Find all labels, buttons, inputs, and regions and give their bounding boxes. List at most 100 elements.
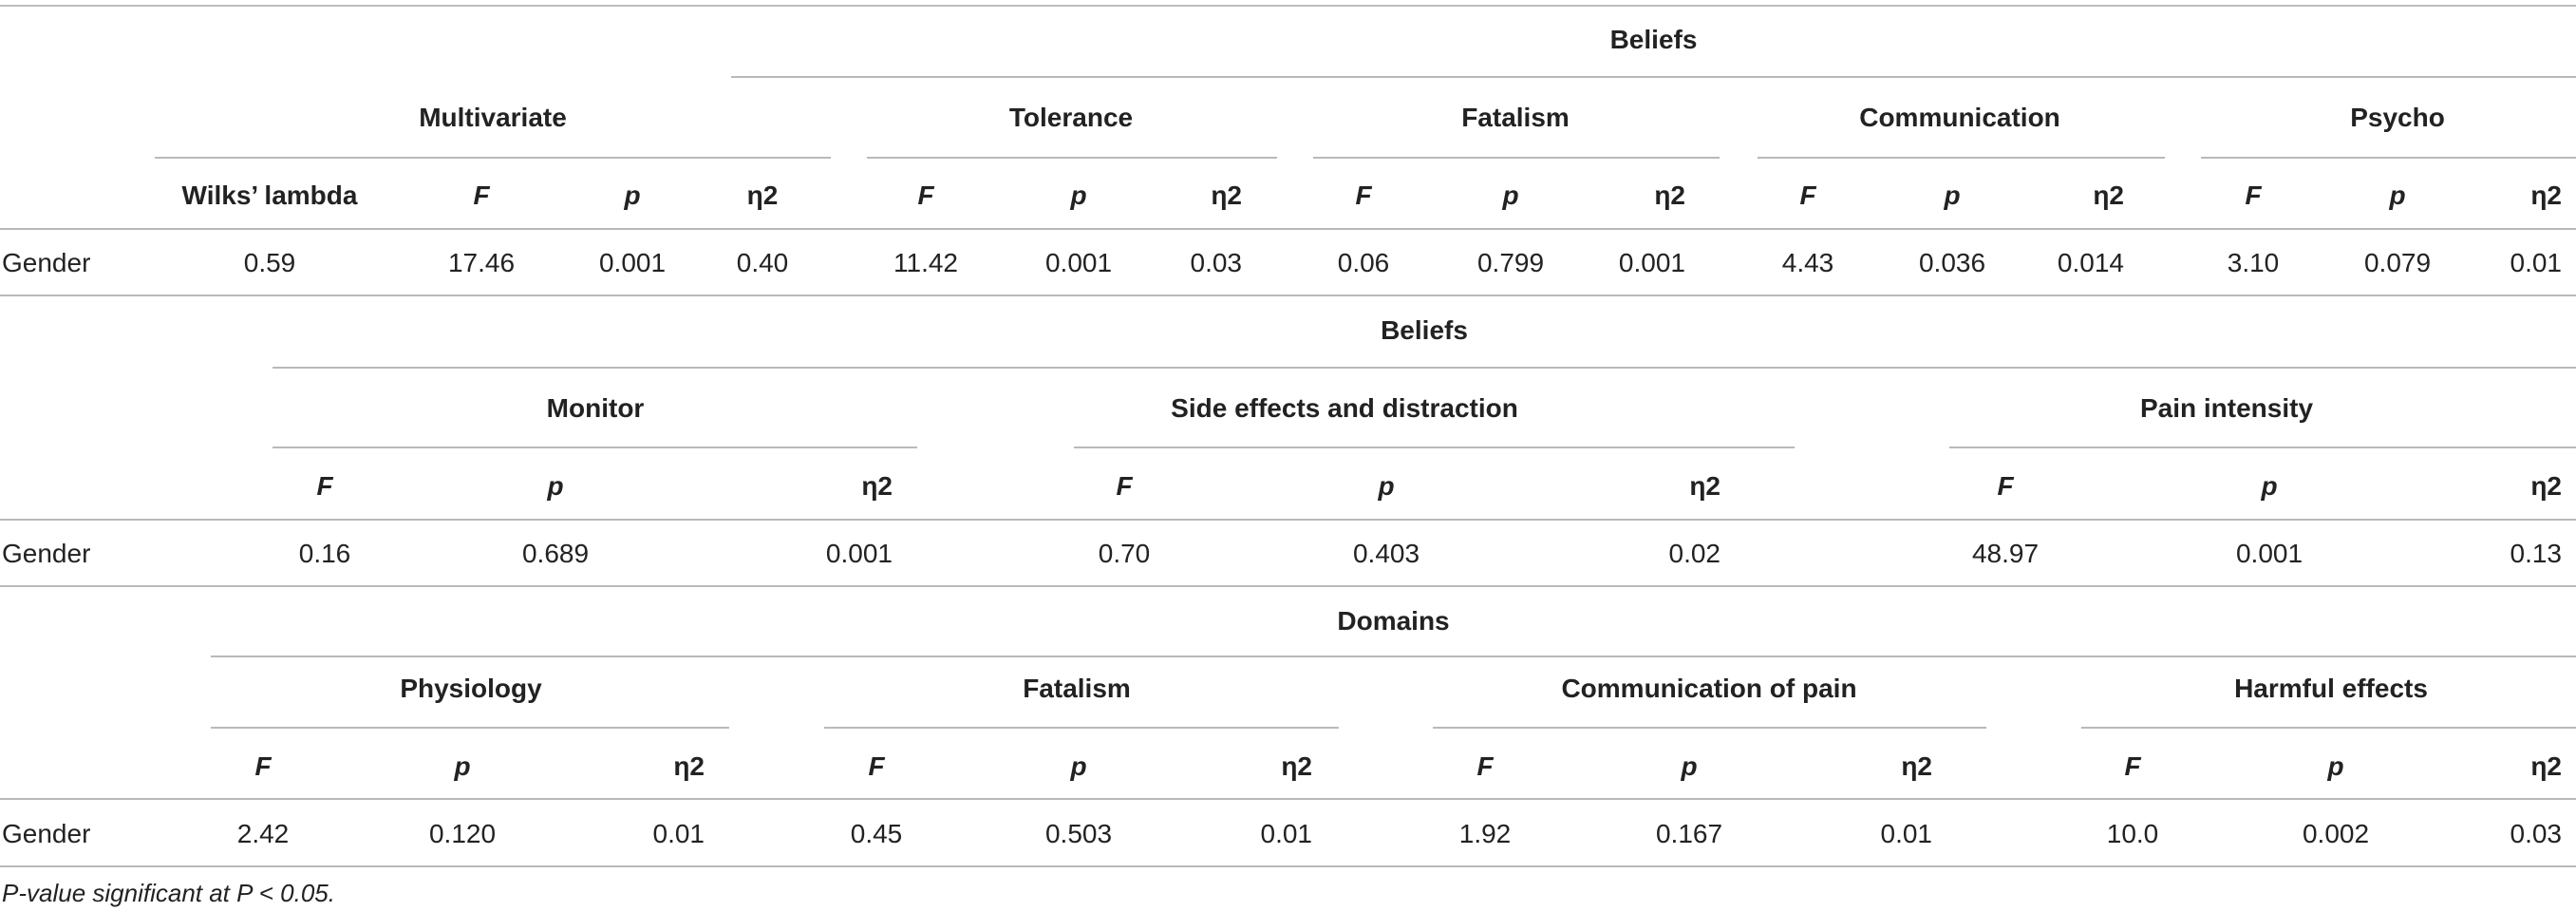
group-header-rule-1-2 (867, 157, 1277, 159)
column-header-3-4: F (868, 751, 885, 781)
table-cell-3-11: 0.002 (2302, 819, 2370, 848)
row-label-1: Gender (2, 248, 91, 277)
table-cell-1-6: 0.001 (1044, 248, 1113, 277)
column-header-3-2: p (454, 751, 471, 781)
column-header-1-1: Wilks’ lambda (181, 180, 358, 210)
table-cell-1-16: 0.01 (2510, 248, 2563, 277)
table-cell-3-10: 10.0 (2106, 819, 2159, 848)
table-cell-1-8: 0.06 (1337, 248, 1390, 277)
column-header-2-8: p (2261, 471, 2278, 501)
super-header-3: Domains (1337, 606, 1450, 636)
table-cell-1-7: 0.03 (1190, 248, 1243, 277)
group-header-3-2: Fatalism (1023, 674, 1131, 703)
table-cell-2-1: 0.16 (298, 539, 351, 568)
column-header-1-10: η2 (1654, 180, 1685, 210)
group-header-rule-3-1 (211, 727, 729, 729)
row-rule-2 (0, 585, 2576, 587)
table-cell-3-3: 0.01 (652, 819, 705, 848)
super-header-1: Beliefs (1609, 25, 1698, 54)
column-header-rule-1 (0, 228, 2576, 230)
group-header-rule-1-3 (1313, 157, 1720, 159)
group-header-2-2: Side effects and distraction (1171, 393, 1518, 423)
table-cell-3-1: 2.42 (236, 819, 290, 848)
table-cell-1-1: 0.59 (243, 248, 296, 277)
table-cell-2-5: 0.403 (1352, 539, 1420, 568)
table-cell-1-13: 0.014 (2057, 248, 2124, 277)
column-header-1-6: p (1070, 180, 1087, 210)
column-header-1-11: F (1799, 180, 1816, 210)
super-header-rule-3 (211, 656, 2576, 657)
group-header-3-1: Physiology (400, 674, 542, 703)
column-header-1-14: F (2245, 180, 2262, 210)
row-label-2: Gender (2, 539, 91, 568)
row-rule-3 (0, 865, 2576, 867)
table-cell-2-8: 0.001 (2235, 539, 2303, 568)
table-cell-1-14: 3.10 (2227, 248, 2280, 277)
column-header-2-2: p (547, 471, 564, 501)
table-cell-2-3: 0.001 (825, 539, 893, 568)
column-header-3-3: η2 (673, 751, 705, 781)
group-header-rule-2-2 (1074, 446, 1795, 448)
table-cell-2-4: 0.70 (1098, 539, 1151, 568)
table-cell-1-5: 11.42 (893, 248, 958, 277)
column-header-1-13: η2 (2093, 180, 2124, 210)
super-header-2: Beliefs (1381, 315, 1468, 345)
group-header-1-5: Psycho (2350, 103, 2445, 132)
group-header-3-4: Harmful effects (2234, 674, 2428, 703)
column-header-3-1: F (254, 751, 272, 781)
column-header-2-3: η2 (861, 471, 893, 501)
group-header-rule-2-3 (1949, 446, 2576, 448)
column-header-2-1: F (316, 471, 333, 501)
footnote: P-value significant at P < 0.05. (2, 879, 335, 907)
table-cell-3-12: 0.03 (2510, 819, 2563, 848)
group-header-1-2: Tolerance (1008, 103, 1134, 132)
column-header-3-7: F (1476, 751, 1494, 781)
table-cell-1-12: 0.036 (1918, 248, 1986, 277)
group-header-rule-3-3 (1433, 727, 1986, 729)
column-header-2-4: F (1116, 471, 1133, 501)
column-header-2-9: η2 (2530, 471, 2562, 501)
group-header-rule-1-5 (2201, 157, 2576, 159)
table-cell-2-6: 0.02 (1668, 539, 1721, 568)
group-header-rule-1-1 (155, 157, 831, 159)
table-cell-2-7: 48.97 (1971, 539, 2040, 568)
table-cell-3-8: 0.167 (1655, 819, 1723, 848)
column-header-3-6: η2 (1281, 751, 1312, 781)
row-label-3: Gender (2, 819, 91, 848)
column-header-3-8: p (1681, 751, 1698, 781)
column-header-3-5: p (1070, 751, 1087, 781)
table-cell-1-2: 17.46 (447, 248, 516, 277)
table-cell-2-9: 0.13 (2510, 539, 2563, 568)
column-header-2-5: p (1378, 471, 1395, 501)
column-header-1-3: p (624, 180, 641, 210)
table-cell-1-9: 0.799 (1476, 248, 1545, 277)
column-header-1-8: F (1355, 180, 1372, 210)
table-cell-3-2: 0.120 (428, 819, 497, 848)
column-header-1-5: F (917, 180, 934, 210)
super-header-rule-2 (273, 367, 2576, 369)
group-header-1-3: Fatalism (1461, 103, 1570, 132)
table-top-border (0, 5, 2576, 7)
column-header-2-7: F (1997, 471, 2014, 501)
column-header-rule-2 (0, 519, 2576, 521)
group-header-rule-3-2 (824, 727, 1339, 729)
group-header-rule-2-1 (273, 446, 917, 448)
column-header-3-12: η2 (2530, 751, 2562, 781)
table-cell-2-2: 0.689 (521, 539, 590, 568)
group-header-3-3: Communication of pain (1561, 674, 1857, 703)
group-header-2-1: Monitor (546, 393, 645, 423)
table-cell-3-6: 0.01 (1260, 819, 1313, 848)
group-header-rule-3-4 (2081, 727, 2576, 729)
column-header-1-15: p (2389, 180, 2406, 210)
group-header-2-3: Pain intensity (2139, 393, 2314, 423)
table-cell-1-15: 0.079 (2363, 248, 2432, 277)
super-header-rule-1 (731, 76, 2576, 78)
table-cell-3-4: 0.45 (850, 819, 903, 848)
table-cell-1-3: 0.001 (598, 248, 667, 277)
group-header-rule-1-4 (1758, 157, 2165, 159)
column-header-1-7: η2 (1211, 180, 1242, 210)
column-header-1-16: η2 (2530, 180, 2562, 210)
table-cell-1-11: 4.43 (1781, 248, 1834, 277)
column-header-3-9: η2 (1901, 751, 1932, 781)
column-header-1-12: p (1944, 180, 1961, 210)
